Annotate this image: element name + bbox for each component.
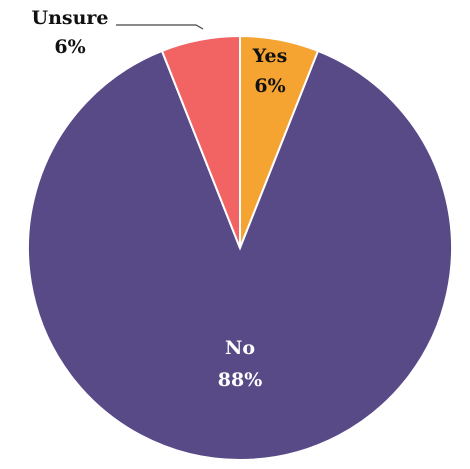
slice-value-no: 88% — [218, 369, 263, 391]
pie-slices — [27, 34, 453, 461]
slice-label-unsure: Unsure — [32, 7, 109, 29]
pie-slice-unsure — [160, 34, 241, 249]
pie-labels: Yes 6% No 88% Unsure 6% — [32, 7, 288, 391]
pie-slice-no — [27, 49, 453, 461]
slice-label-yes: Yes — [252, 45, 288, 67]
leader-line-unsure — [116, 24, 204, 30]
slice-value-yes: 6% — [254, 75, 285, 97]
slice-value-unsure: 6% — [54, 36, 85, 58]
slice-label-no: No — [225, 337, 255, 359]
